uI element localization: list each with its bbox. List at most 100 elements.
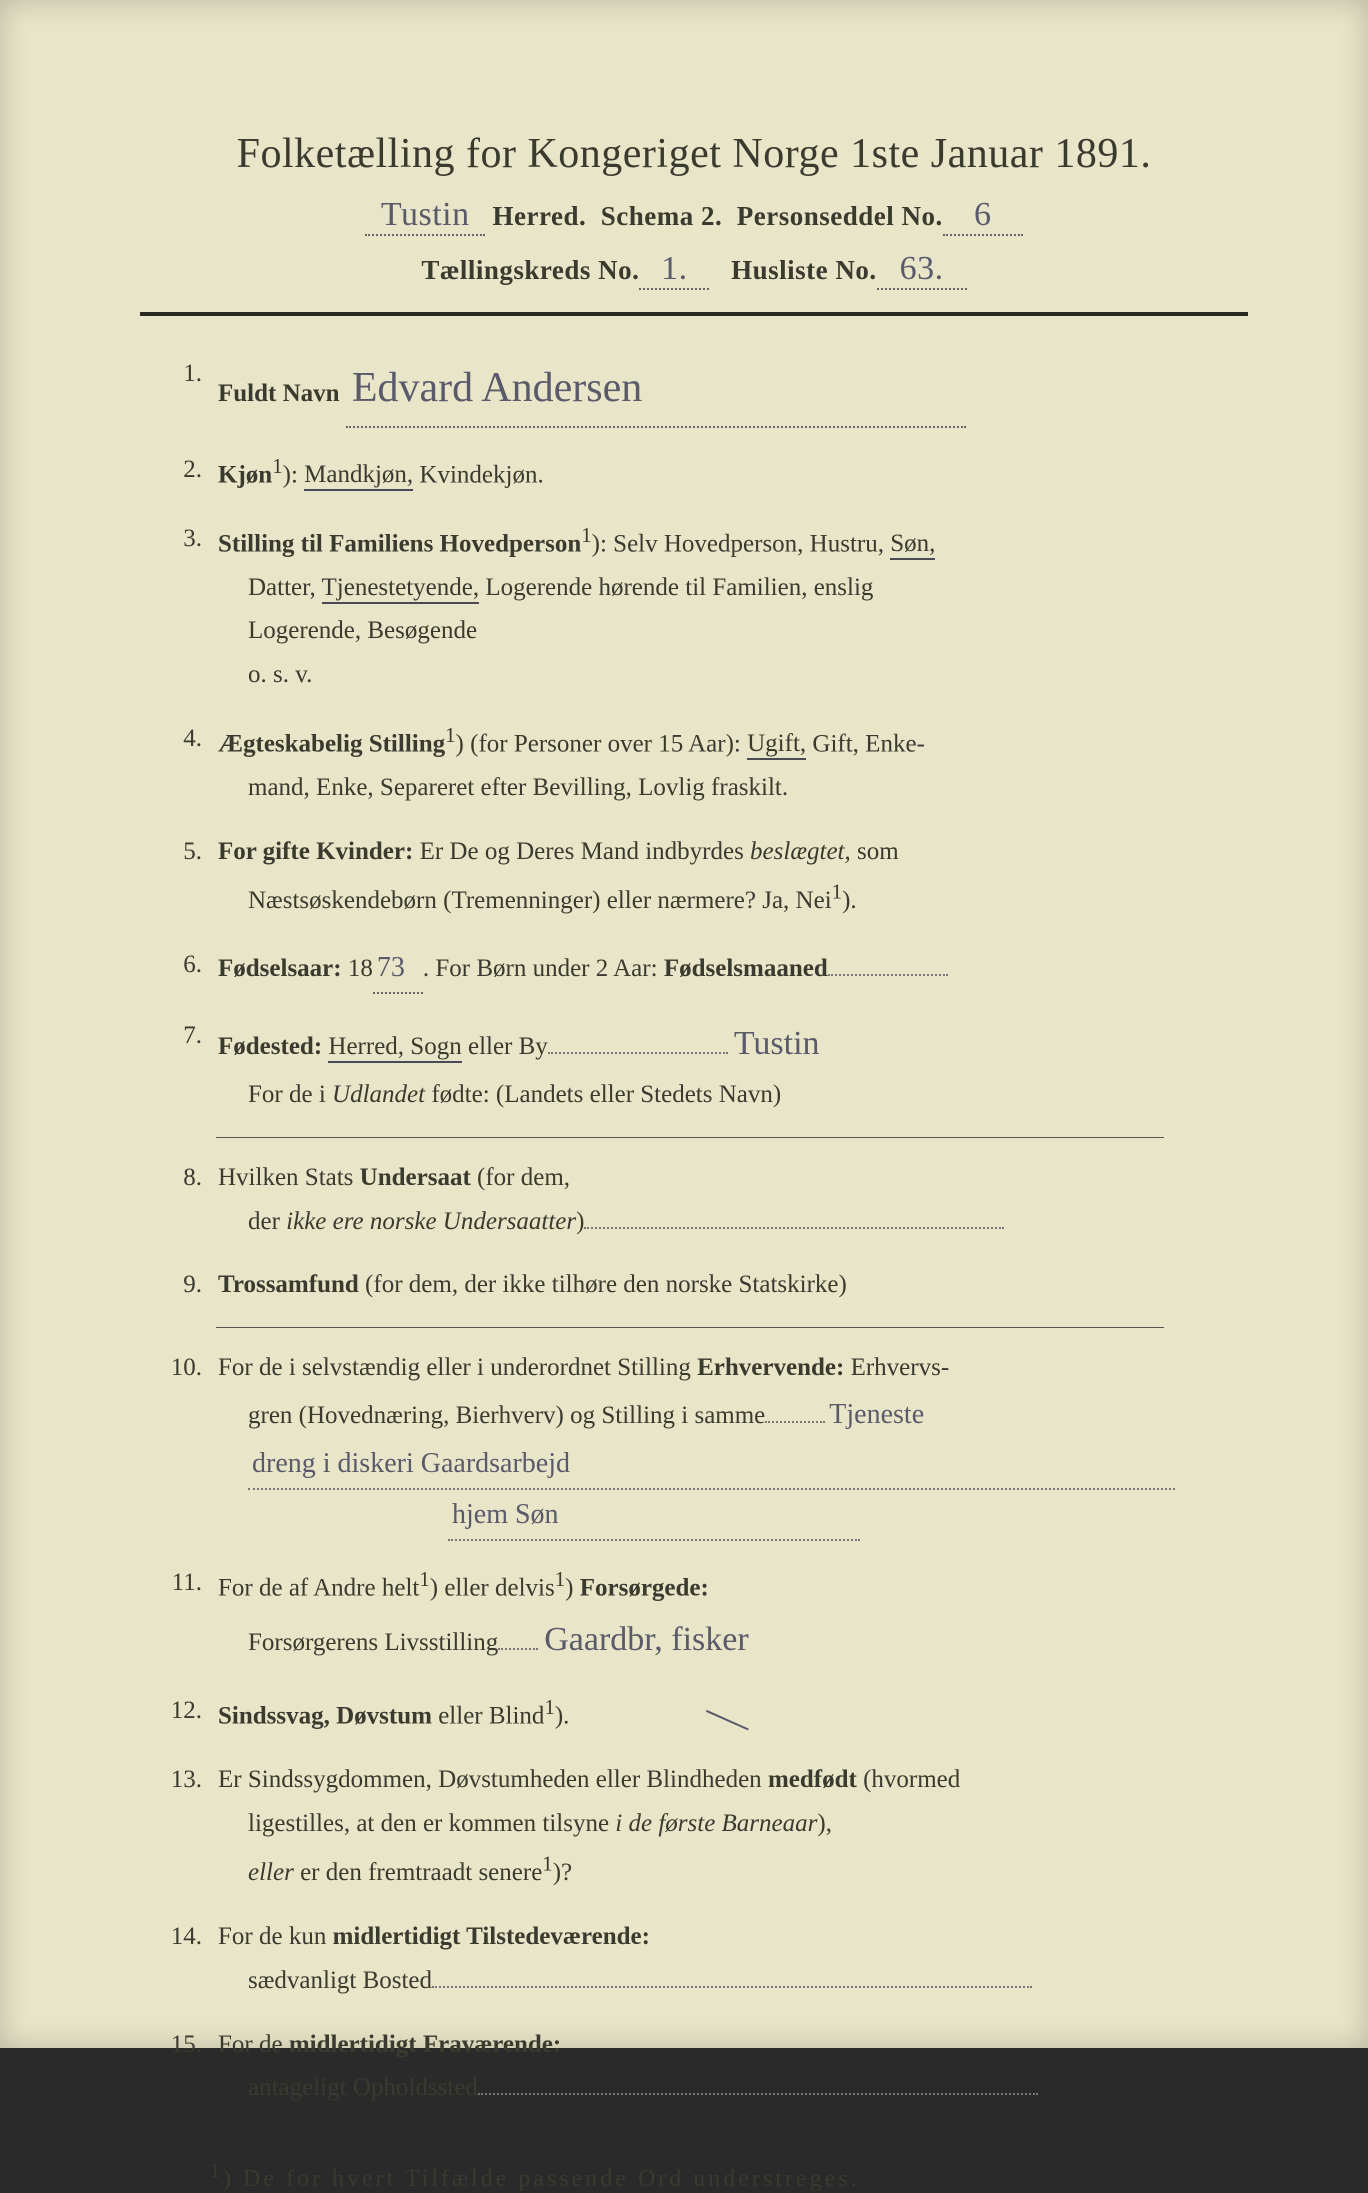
item-11-body: For de af Andre helt1) eller delvis1) Fo…	[218, 1561, 1248, 1670]
census-form-page: Folketælling for Kongeriget Norge 1ste J…	[0, 0, 1368, 2048]
item-5: 5. For gifte Kvinder: Er De og Deres Man…	[146, 830, 1248, 923]
item-3-label: Stilling til Familiens Hovedperson	[218, 530, 581, 557]
kreds-label: Tællingskreds No.	[421, 255, 639, 285]
item-4: 4. Ægteskabelig Stilling1) (for Personer…	[146, 717, 1248, 810]
item-11-num: 11.	[146, 1561, 218, 1605]
item-13-line2: ligestilles, at den er kommen tilsyne i …	[248, 1810, 832, 1837]
item-15-label: midlertidigt Fraværende:	[289, 2031, 561, 2058]
item-5-body: For gifte Kvinder: Er De og Deres Mand i…	[218, 830, 1248, 923]
footnote: 1) De for hvert Tilfælde passende Ord un…	[210, 2160, 1248, 2193]
item-4-num: 4.	[146, 717, 218, 761]
rule-after-7	[216, 1137, 1164, 1138]
form-items: 1. Fuldt Navn Edvard Andersen 2. Kjøn1):…	[146, 352, 1248, 2110]
item-14-text: For de kun	[218, 1923, 333, 1950]
item-14: 14. For de kun midlertidigt Tilstedevære…	[146, 1915, 1248, 2003]
item-7-num: 7.	[146, 1014, 218, 1058]
rule-after-9	[216, 1327, 1164, 1328]
son-underline: Søn,	[890, 530, 935, 560]
item-14-label: midlertidigt Tilstedeværende:	[333, 1923, 650, 1950]
item-14-line2: sædvanligt Bosted	[248, 1967, 1032, 1994]
item-8-text2: (for dem,	[471, 1164, 570, 1191]
item-14-num: 14.	[146, 1915, 218, 1959]
item-8: 8. Hvilken Stats Undersaat (for dem, der…	[146, 1156, 1248, 1244]
item-6-num: 6.	[146, 943, 218, 987]
item-11: 11. For de af Andre helt1) eller delvis1…	[146, 1561, 1248, 1670]
form-header: Folketælling for Kongeriget Norge 1ste J…	[140, 130, 1248, 290]
item-2-body: Kjøn1): Mandkjøn, Kvindekjøn.: Mandkjøn,…	[218, 448, 1248, 497]
item-4-sup: 1	[445, 723, 455, 747]
item-5-label: For gifte Kvinder:	[218, 838, 413, 865]
item-12-label: Sindssvag, Døvstum	[218, 1703, 432, 1730]
item-13-line3: eller er den fremtraadt senere1)?	[248, 1859, 572, 1886]
item-9-num: 9.	[146, 1263, 218, 1307]
item-12: 12. Sindssvag, Døvstum eller Blind1).	[146, 1689, 1248, 1738]
item-2-label: Kjøn	[218, 461, 272, 488]
item-13-body: Er Sindssygdommen, Døvstumheden eller Bl…	[218, 1758, 1248, 1895]
schema-label: Schema 2.	[601, 201, 723, 231]
item-15: 15. For de midlertidigt Fraværende: anta…	[146, 2023, 1248, 2111]
item-11-line2: Forsørgerens LivsstillingGaardbr, fisker	[248, 1629, 755, 1656]
header-rule	[140, 312, 1248, 316]
item-2: 2. Kjøn1): Mandkjøn, Kvindekjøn.: Mandkj…	[146, 448, 1248, 497]
item-3-num: 3.	[146, 517, 218, 561]
item-7-body: Fødested: Herred, Sogn eller ByTustin Fo…	[218, 1014, 1248, 1117]
item-3-line3: Logerende, Besøgende	[248, 617, 477, 644]
item-3-line2: Datter, Tjenestetyende, Logerende hørend…	[248, 574, 873, 601]
item-6-body: Fødselsaar: 1873. For Børn under 2 Aar: …	[218, 943, 1248, 994]
item-10: 10. For de i selvstændig eller i underor…	[146, 1346, 1248, 1541]
item-5-num: 5.	[146, 830, 218, 874]
item-14-body: For de kun midlertidigt Tilstedeværende:…	[218, 1915, 1248, 2003]
item-10-num: 10.	[146, 1346, 218, 1390]
item-9: 9. Trossamfund (for dem, der ikke tilhør…	[146, 1263, 1248, 1307]
item-8-body: Hvilken Stats Undersaat (for dem, der ik…	[218, 1156, 1248, 1244]
herred-sogn: Herred, Sogn	[328, 1033, 461, 1063]
item-7-line2: For de i Udlandet fødte: (Landets eller …	[248, 1081, 781, 1108]
item-13-t1: Er Sindssygdommen, Døvstumheden eller Bl…	[218, 1766, 768, 1793]
item-1: 1. Fuldt Navn Edvard Andersen	[146, 352, 1248, 428]
item-13: 13. Er Sindssygdommen, Døvstumheden elle…	[146, 1758, 1248, 1895]
mandkjon: Mandkjøn,	[304, 461, 413, 491]
item-8-text1: Hvilken Stats	[218, 1164, 360, 1191]
husliste-no: 63.	[894, 250, 950, 288]
birth-month-label: Fødselsmaaned	[664, 955, 828, 982]
item-5-text2: som	[851, 838, 899, 865]
item-8-num: 8.	[146, 1156, 218, 1200]
item-4-text2: Gift, Enke-	[806, 730, 925, 757]
item-10-body: For de i selvstændig eller i underordnet…	[218, 1346, 1248, 1541]
item-9-body: Trossamfund (for dem, der ikke tilhøre d…	[218, 1263, 1248, 1307]
birth-year: 73	[373, 952, 409, 983]
kreds-no: 1.	[655, 250, 694, 288]
item-13-label: medfødt	[768, 1766, 857, 1793]
item-11-t1: For de af Andre helt	[218, 1574, 419, 1601]
item-6-label: Fødselsaar:	[218, 955, 342, 982]
item-5-text1: Er De og Deres Mand indbyrdes	[420, 838, 750, 865]
item-11-label: Forsørgede:	[580, 1574, 709, 1601]
item-9-text: (for dem, der ikke tilhøre den norske St…	[359, 1271, 847, 1298]
herred-label: Herred.	[493, 201, 587, 231]
item-13-t2: (hvormed	[857, 1766, 960, 1793]
occupation-hand-1: Tjeneste	[825, 1399, 928, 1430]
item-1-body: Fuldt Navn Edvard Andersen	[218, 352, 1248, 428]
tjenestetyende-underline: Tjenestetyende,	[322, 574, 480, 604]
item-7-label: Fødested:	[218, 1033, 322, 1060]
item-4-text1: ) (for Personer over 15 Aar):	[456, 730, 748, 757]
occupation-hand-3: hjem Søn	[448, 1499, 563, 1530]
fuldt-navn-value: Edvard Andersen	[346, 352, 648, 426]
herred-handwritten: Tustin	[375, 196, 476, 234]
item-4-line2: mand, Enke, Separeret efter Bevilling, L…	[248, 774, 788, 801]
item-13-num: 13.	[146, 1758, 218, 1802]
item-8-line2: der ikke ere norske Undersaatter)	[248, 1208, 584, 1235]
item-10-text1: For de i selvstændig eller i underordnet…	[218, 1354, 697, 1381]
provider-occupation: Gaardbr, fisker	[538, 1610, 754, 1670]
item-3: 3. Stilling til Familiens Hovedperson1):…	[146, 517, 1248, 697]
item-3-line1: ): Selv Hovedperson, Hustru,	[592, 530, 891, 557]
item-4-body: Ægteskabelig Stilling1) (for Personer ov…	[218, 717, 1248, 810]
item-3-sup: 1	[581, 523, 591, 547]
item-11-t2: ) eller delvis	[430, 1574, 555, 1601]
item-2-sup: 1	[272, 454, 282, 478]
personseddel-no: 6	[968, 196, 998, 234]
item-10-line2: gren (Hovednæring, Bierhverv) og Stillin…	[248, 1402, 928, 1429]
footnote-text: ) De for hvert Tilfælde passende Ord und…	[223, 2166, 860, 2192]
item-3-line4: o. s. v.	[248, 661, 312, 688]
item-15-line2: antageligt Opholdssted	[248, 2074, 1038, 2101]
